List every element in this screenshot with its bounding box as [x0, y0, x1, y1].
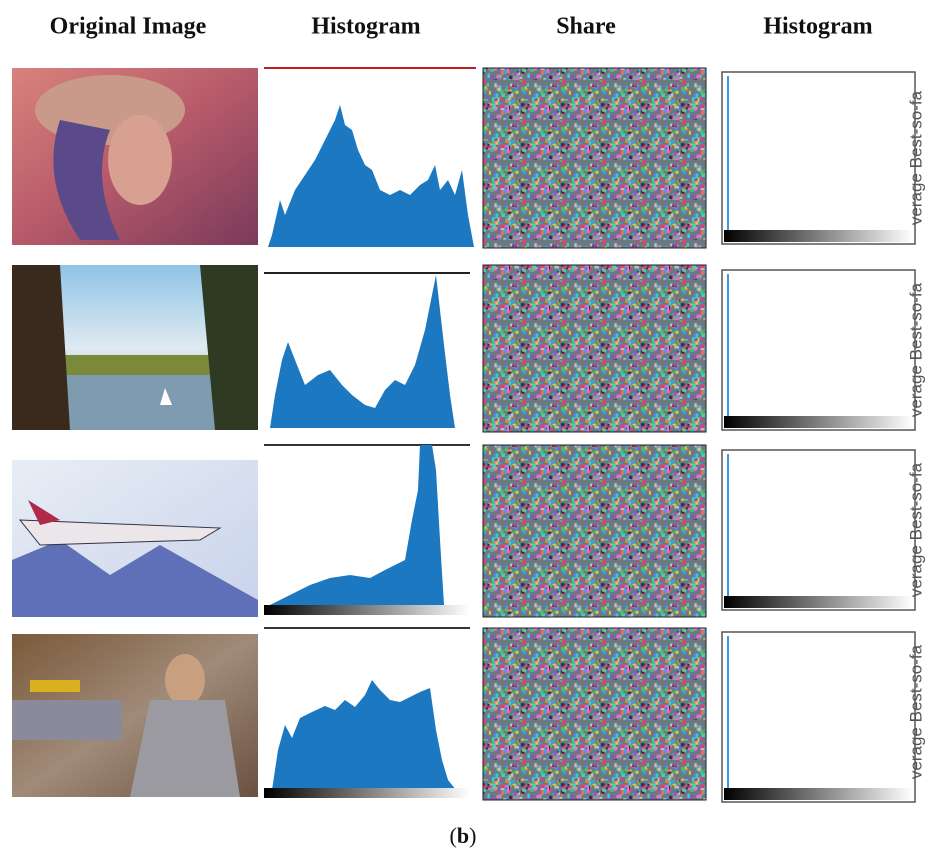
side-label: verage Best-so-fa — [906, 644, 925, 779]
page: {"headers": ["Original Image", "Histogra… — [0, 0, 926, 858]
column-header: Histogram — [763, 14, 872, 40]
share-image — [483, 445, 706, 617]
photo-detail — [12, 265, 70, 430]
photo-detail — [108, 115, 172, 205]
hist-shape — [268, 105, 474, 247]
hist-shape — [270, 275, 455, 428]
column-header: Original Image — [50, 14, 207, 40]
hist-frame — [722, 632, 915, 802]
histograms — [264, 68, 476, 798]
side-label: verage Best-so-fa — [906, 462, 925, 597]
photo-detail — [60, 355, 220, 375]
column-header: Share — [556, 14, 616, 40]
gray-scale-bar — [724, 230, 913, 242]
gray-scale-bar — [724, 788, 913, 800]
hist-frame — [722, 450, 915, 610]
share-image — [483, 68, 706, 248]
side-label: verage Best-so-fa — [906, 282, 925, 417]
share-image — [483, 628, 706, 800]
shares — [483, 68, 706, 800]
caption: (b) — [450, 823, 477, 848]
headers: Original Image Histogram Share Histogram — [50, 14, 873, 40]
photo-detail — [165, 654, 205, 706]
gray-scale-bar — [724, 416, 913, 428]
original-images — [12, 68, 258, 797]
caption-label: b — [457, 823, 469, 848]
gray-scale-bar — [724, 596, 913, 608]
photo-detail — [30, 680, 80, 692]
photo-detail — [12, 700, 122, 740]
hist-shape — [270, 445, 444, 605]
share-image — [483, 265, 706, 432]
figure: Original Image Histogram Share Histogram… — [0, 0, 926, 858]
column-header: Histogram — [311, 14, 420, 40]
caption-close: ) — [469, 823, 476, 848]
hist-frame — [722, 270, 915, 430]
hist-frame — [722, 72, 915, 244]
hist-shape — [272, 680, 456, 790]
side-label: verage Best-so-fa — [906, 90, 925, 225]
caption-open: ( — [450, 823, 457, 848]
share-histograms — [722, 72, 915, 802]
side-labels: verage Best-so-fa verage Best-so-fa verage… — [906, 90, 925, 779]
gray-scale-bar — [264, 605, 470, 615]
gray-scale-bar — [264, 788, 470, 798]
